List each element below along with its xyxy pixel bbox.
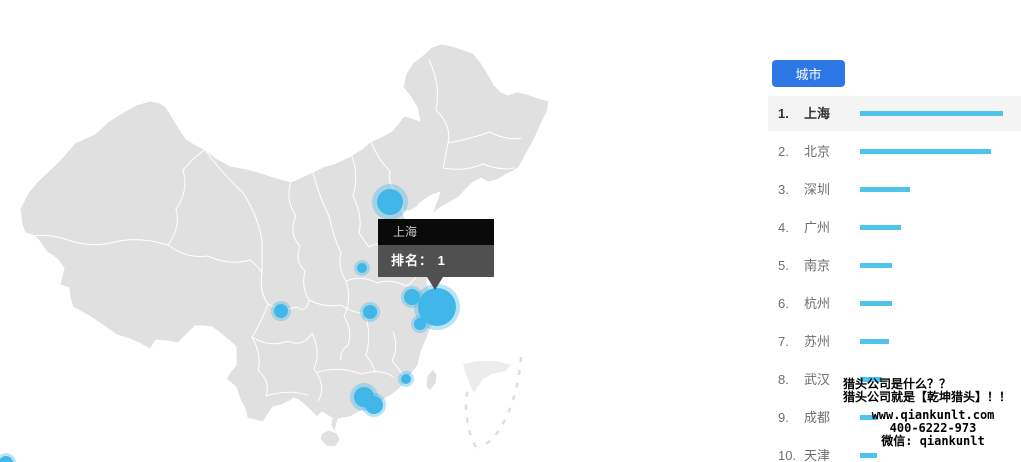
city-bubble-layer xyxy=(0,184,460,462)
rank-bar xyxy=(860,225,901,230)
edge-partial-bubble[interactable] xyxy=(0,456,13,462)
city-rank-row[interactable]: 9. 成都 xyxy=(768,400,1021,435)
rank-number: 9. xyxy=(778,410,789,425)
city-rank-row[interactable]: 4. 广州 xyxy=(768,210,1021,245)
watermark-line: 猎头公司是什么？？ xyxy=(843,377,952,391)
nanjing-bubble[interactable] xyxy=(404,289,420,305)
city-name: 北京 xyxy=(804,144,831,159)
city-name: 杭州 xyxy=(804,296,831,311)
city-rank-row[interactable]: 5. 南京 xyxy=(768,248,1021,283)
ranking-panel: 城市 1. 上海 2. 北京 3. 深圳 4. 广州 5. 南京 6. 杭州 7. 苏州 8. 武汉 9. 成都 1… xyxy=(768,0,1021,462)
city-rank-row[interactable]: 2. 北京 xyxy=(768,134,1021,169)
tooltip-title: 上海 xyxy=(378,219,494,245)
rank-bar xyxy=(860,149,991,154)
watermark-line: 微信: qiankunlt xyxy=(881,434,985,448)
city-rank-row[interactable]: 6. 杭州 xyxy=(768,286,1021,321)
rank-bar xyxy=(860,301,892,306)
xiamen-bubble[interactable] xyxy=(401,374,411,384)
rank-bar xyxy=(860,453,877,458)
nine-dash-line xyxy=(464,356,523,450)
city-name: 上海 xyxy=(804,106,831,121)
map-tooltip: 上海 排名： 1 xyxy=(378,219,494,290)
rank-bar xyxy=(860,111,1003,116)
city-name: 武汉 xyxy=(804,372,831,387)
city-name: 广州 xyxy=(804,220,831,235)
city-tab-button[interactable]: 城市 xyxy=(772,60,845,87)
rank-bar xyxy=(860,263,892,268)
rank-bar xyxy=(860,187,910,192)
wuhan-bubble[interactable] xyxy=(363,305,377,319)
rank-number: 10. xyxy=(778,448,797,462)
taiwan-island xyxy=(425,368,438,392)
tooltip-rank-text: 排名： 1 xyxy=(378,245,494,277)
rank-number: 5. xyxy=(778,258,789,273)
rank-number: 1. xyxy=(778,106,789,121)
rank-number: 6. xyxy=(778,296,789,311)
watermark-line: 400-6222-973 xyxy=(889,421,977,435)
city-rank-row[interactable]: 1. 上海 xyxy=(768,96,1021,131)
hainan-island xyxy=(319,429,341,448)
rank-number: 3. xyxy=(778,182,789,197)
offshore-landmass xyxy=(463,361,511,393)
shanghai-bubble[interactable] xyxy=(418,288,456,326)
city-rank-row[interactable]: 3. 深圳 xyxy=(768,172,1021,207)
watermark-ad: 猎头公司是什么？？ 猎头公司就是【乾坤猎头】！！ www.qiankunlt.com… xyxy=(843,378,1021,448)
watermark-line: www.qiankunlt.com xyxy=(871,408,995,422)
rank-number: 4. xyxy=(778,220,789,235)
city-rank-row[interactable]: 8. 武汉 xyxy=(768,362,1021,397)
chengdu-bubble[interactable] xyxy=(274,304,288,318)
rank-bar xyxy=(860,415,878,420)
shenzhen-bubble[interactable] xyxy=(365,396,383,414)
xian-bubble[interactable] xyxy=(357,263,367,273)
city-name: 苏州 xyxy=(804,334,831,349)
city-rank-row[interactable]: 7. 苏州 xyxy=(768,324,1021,359)
china-map[interactable] xyxy=(0,0,760,462)
city-name: 成都 xyxy=(804,410,831,425)
city-rank-list: 1. 上海 2. 北京 3. 深圳 4. 广州 5. 南京 6. 杭州 7. 苏州 8. 武汉 9. 成都 10. 天… xyxy=(768,0,1021,462)
rank-number: 8. xyxy=(778,372,789,387)
hangzhou-bubble[interactable] xyxy=(414,318,426,330)
rank-number: 7. xyxy=(778,334,789,349)
city-name: 深圳 xyxy=(804,182,831,197)
rank-bar xyxy=(860,339,889,344)
city-rank-row[interactable]: 10. 天津 xyxy=(768,438,1021,462)
city-name: 天津 xyxy=(804,448,831,462)
city-name: 南京 xyxy=(804,258,831,273)
tooltip-arrow xyxy=(427,277,443,290)
beijing-bubble[interactable] xyxy=(377,189,403,215)
watermark-line: 猎头公司就是【乾坤猎头】！！ xyxy=(843,390,1012,404)
rank-number: 2. xyxy=(778,144,789,159)
rank-bar xyxy=(860,377,882,382)
